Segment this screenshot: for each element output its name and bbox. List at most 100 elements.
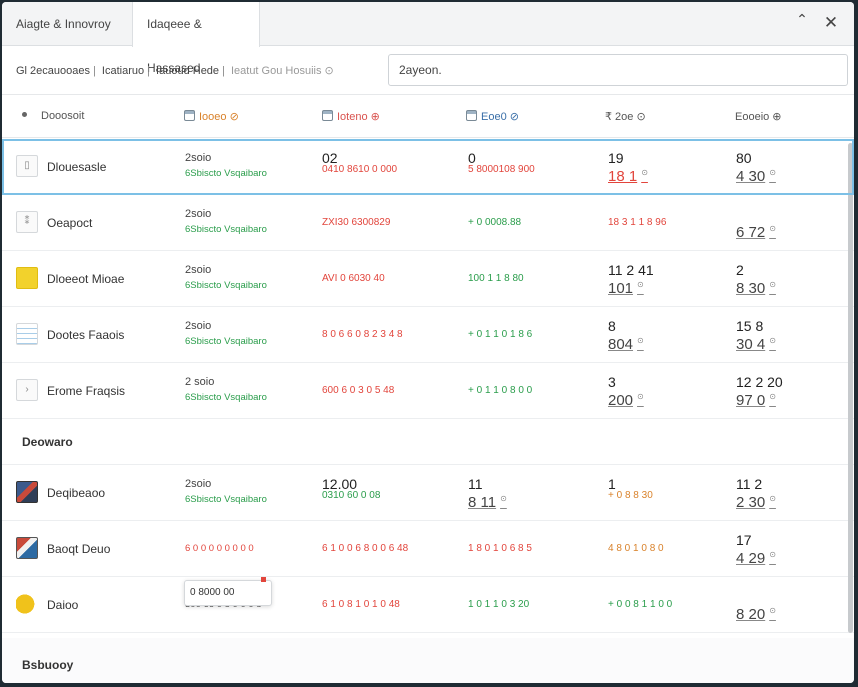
row-status: 6Sbiscto Vsqaibaro <box>185 224 267 235</box>
row-name: Baoqt Deuo <box>47 542 111 556</box>
chip-icon <box>16 593 38 615</box>
cell-link[interactable]: 2 30 ⊙ <box>736 494 776 511</box>
table-header: Dooosoit Iooeo ⊘ Ioteno ⊕ Eoe0 ⊘ ₹ 2oe ⊙… <box>2 96 854 138</box>
cell-value: AVI 0 6030 40 <box>322 273 385 284</box>
row-date: 2soio <box>185 208 212 220</box>
cell-value: + 0 0008.88 <box>468 217 522 228</box>
row-status: 6Sbiscto Vsqaibaro <box>185 168 267 179</box>
row-status: 6Sbiscto Vsqaibaro <box>185 336 267 347</box>
cell-sub: 0310 60 0 08 <box>322 490 381 501</box>
cell-value: 17 <box>736 532 752 548</box>
cell-value: 4 8 0 1 0 8 0 <box>608 543 664 554</box>
info-icon: ⊙ <box>500 494 507 503</box>
cell-value: 1 <box>608 476 616 492</box>
breadcrumb-item[interactable]: Icatiaruo <box>101 65 145 77</box>
cell-value: 15 8 <box>736 318 764 334</box>
breadcrumb-item[interactable]: Ieatut Gou Hosuiis ⊙ <box>230 65 334 77</box>
info-icon: ⊙ <box>769 392 776 401</box>
cell-link[interactable]: 4 29 ⊙ <box>736 550 776 567</box>
row-name: Dlouesasle <box>47 160 107 174</box>
cell-value: 19 <box>608 150 624 166</box>
tooltip: 0 8000 00 <box>184 580 272 606</box>
folder-icon <box>16 267 38 289</box>
cell-link[interactable]: 200 ⊙ <box>608 392 644 409</box>
row-name: Daioo <box>47 598 79 612</box>
table-row[interactable]: Dloeeot Mioae 2soio 6Sbiscto Vsqaibaro A… <box>2 251 854 307</box>
close-icon[interactable]: ✕ <box>823 13 839 32</box>
cell-link[interactable]: 30 4 ⊙ <box>736 336 776 353</box>
cell-value: 12 2 20 <box>736 374 783 390</box>
cell-link[interactable]: 97 0 ⊙ <box>736 392 776 409</box>
search-input[interactable] <box>388 54 848 86</box>
column-header-4[interactable]: ₹ 2oe ⊙ <box>605 111 646 123</box>
cell-value: 3 <box>608 374 616 390</box>
image-icon <box>16 537 38 559</box>
row-name: Oeapoct <box>47 216 93 230</box>
cell-sub: 0410 8610 0 000 <box>322 164 398 175</box>
cell-link[interactable]: 6 72 ⊙ <box>736 224 776 241</box>
cell-value: 11 2 <box>736 476 763 492</box>
breadcrumb-item[interactable]: Gl 2ecauooaes <box>16 65 90 77</box>
info-icon: ⊙ <box>769 168 776 177</box>
tab-primary[interactable]: Aiagte & Innovroy <box>16 17 111 31</box>
table-row-selected[interactable]: ▯ Dlouesasle 2soio 6Sbiscto Vsqaibaro 02… <box>2 139 854 195</box>
cell-link[interactable]: 4 30 ⊙ <box>736 168 776 185</box>
cell-value: 2 <box>736 262 744 278</box>
table-row[interactable]: Deqibeaoo 2soio 6Sbiscto Vsqaibaro 12.00… <box>2 465 854 521</box>
table-row[interactable]: ⁑ Oeapoct 2soio 6Sbiscto Vsqaibaro ZXI30… <box>2 195 854 251</box>
cell-value: 11 2 41 <box>608 262 654 278</box>
column-header-5[interactable]: Eooeio ⊕ <box>735 111 782 123</box>
row-date: 2soio <box>185 152 212 164</box>
cell-link[interactable]: 8 30 ⊙ <box>736 280 776 297</box>
row-date: 2soio <box>185 264 212 276</box>
cell-value: 6 1 0 8 1 0 1 0 48 <box>322 599 400 610</box>
cell-value: 11 <box>468 476 483 492</box>
cell-value: 8 <box>608 318 616 334</box>
row-name: Erome Fraqsis <box>47 384 126 398</box>
cell-value: + 0 1 1 0 8 0 0 <box>468 385 533 396</box>
bullet-icon <box>22 112 27 117</box>
list-icon <box>16 323 38 345</box>
table-row[interactable]: Dootes Faaois 2soio 6Sbiscto Vsqaibaro 8… <box>2 307 854 363</box>
table-icon <box>466 110 477 121</box>
column-header-0[interactable]: Dooosoit <box>22 110 84 122</box>
cell-value: + 0 0 8 1 1 0 0 <box>608 599 673 610</box>
cell-value: 1 0 1 1 0 3 20 <box>468 599 530 610</box>
info-icon: ⊙ <box>769 606 776 615</box>
cell-value: 18 3 1 1 8 96 <box>608 217 667 228</box>
document-icon: › <box>16 379 38 401</box>
cell-link[interactable]: 804 ⊙ <box>608 336 644 353</box>
column-header-3[interactable]: Eoe0 ⊘ <box>466 110 519 123</box>
column-header-2[interactable]: Ioteno ⊕ <box>322 110 380 123</box>
cell-sub: 5 8000108 900 <box>468 164 535 175</box>
table-row[interactable]: Daioo 0 8000 00 300 66 0 8 0 0 0 8 6 1 0… <box>2 577 854 633</box>
column-header-1[interactable]: Iooeo ⊘ <box>184 110 239 123</box>
document-icon: ▯ <box>16 155 38 177</box>
cell-value: 0 <box>468 150 476 166</box>
section-header: Deowaro <box>2 419 854 465</box>
document-icon: ⁑ <box>16 211 38 233</box>
row-status: 6Sbiscto Vsqaibaro <box>185 392 267 403</box>
row-status: 6Sbiscto Vsqaibaro <box>185 494 267 505</box>
table-row[interactable]: › Erome Fraqsis 2 soio 6Sbiscto Vsqaibar… <box>2 363 854 419</box>
table-row[interactable]: Baoqt Deuo 6 0 0 0 0 0 0 0 0 6 1 0 0 6 8… <box>2 521 854 577</box>
cell-link[interactable]: 8 11 ⊙ <box>468 494 507 511</box>
tab-bar: Aiagte & Innovroy Idaqeee & Hassased ⌃ ✕ <box>2 2 854 75</box>
table-icon <box>184 110 195 121</box>
minimize-icon[interactable]: ⌃ <box>796 11 808 27</box>
row-date: 2soio <box>185 478 212 490</box>
vertical-scrollbar[interactable] <box>848 143 853 633</box>
breadcrumb: Gl 2ecauooaes | Icatiaruo | Iauoud Hede | I… <box>16 65 334 77</box>
cell-link[interactable]: 18 1 ⊙ <box>608 168 648 185</box>
cell-value: + 0 1 1 0 1 8 6 <box>468 329 533 340</box>
tab-secondary-active[interactable]: Idaqeee & Hassased <box>132 2 260 75</box>
cell-link[interactable]: 8 20 ⊙ <box>736 606 776 623</box>
breadcrumb-item[interactable]: Iauoud Hede <box>156 65 220 77</box>
info-icon: ⊙ <box>769 494 776 503</box>
cell-value: 8 0 6 6 0 8 2 3 4 8 <box>322 329 403 340</box>
cell-value: 12.00 <box>322 476 358 492</box>
cell-link[interactable]: 101 ⊙ <box>608 280 644 297</box>
info-icon: ⊙ <box>769 336 776 345</box>
cell-value: 6 1 0 0 6 8 0 0 6 48 <box>322 543 409 554</box>
